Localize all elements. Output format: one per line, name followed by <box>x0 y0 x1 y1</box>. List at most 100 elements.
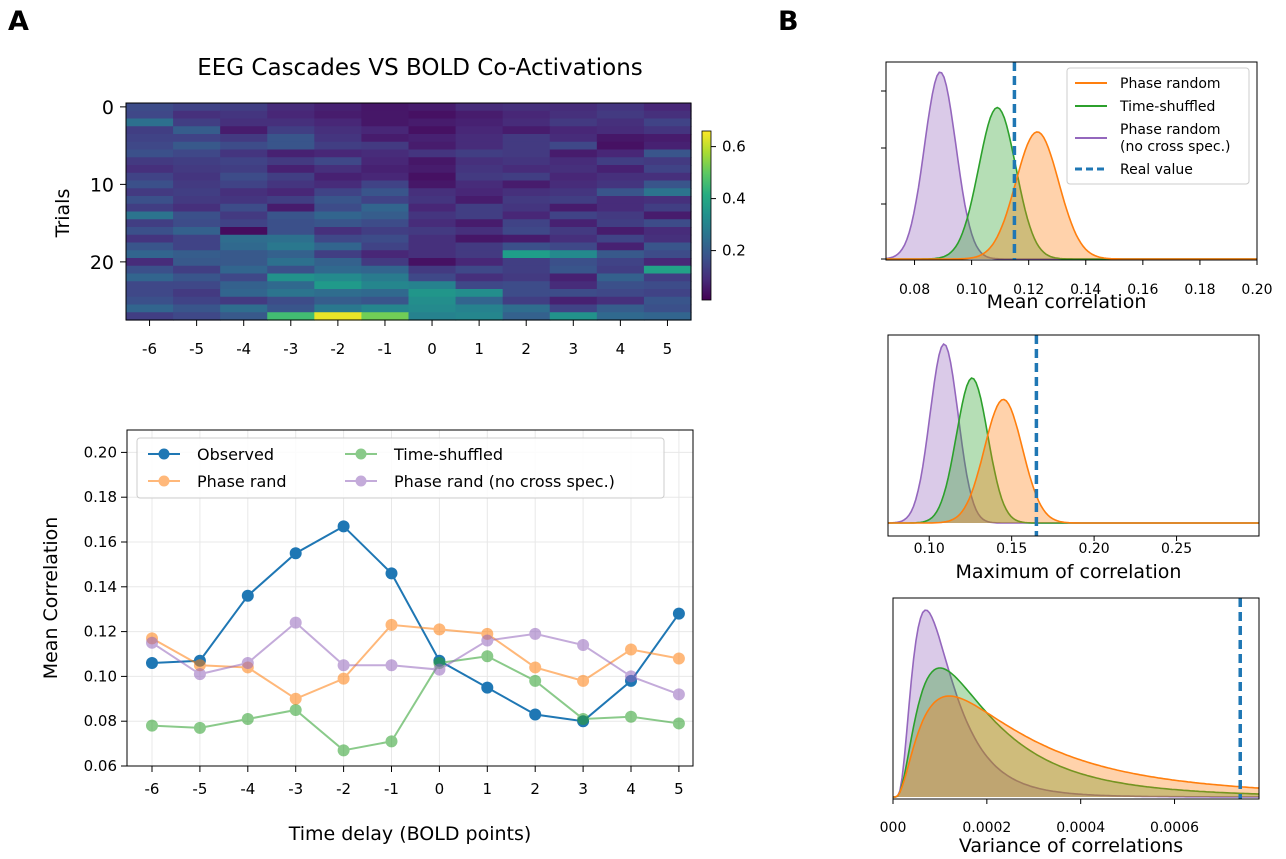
heatmap-cell <box>314 219 363 228</box>
heatmap-cell <box>126 103 174 112</box>
heatmap-cell <box>596 211 645 220</box>
heatmap-cell <box>314 196 363 205</box>
mean-correlation-distribution: 0.08 0.10 0.12 0.14 0.16 0.18 0.20 Mean correla… <box>881 61 1273 313</box>
heatmap-cell <box>126 110 174 120</box>
heatmap-cell <box>596 203 645 213</box>
series-point <box>672 652 685 665</box>
heatmap-cell <box>643 196 692 205</box>
heatmap-cell <box>220 103 268 112</box>
dist-xtick-label: 0.08 <box>899 282 930 298</box>
heatmap-cell <box>643 110 692 120</box>
heatmap-cell <box>314 165 363 174</box>
heatmap-cell <box>126 312 174 321</box>
heatmap-cell <box>596 304 645 313</box>
heatmap-cell <box>267 234 315 244</box>
heatmap-cell <box>596 273 645 282</box>
heatmap-cell <box>549 312 598 321</box>
heatmap-cell <box>596 157 645 166</box>
heatmap-cell <box>549 304 598 313</box>
series-point <box>337 672 350 685</box>
series-point <box>337 520 350 533</box>
line-chart-ytick-label: 0.20 <box>84 443 117 461</box>
heatmap-cell <box>314 103 363 112</box>
heatmap-cell <box>596 172 645 182</box>
heatmap-cell <box>173 281 221 290</box>
heatmap-cell <box>549 258 598 267</box>
heatmap-cell <box>502 188 551 197</box>
heatmap-cell <box>173 157 221 166</box>
heatmap-xtick-label: -5 <box>189 340 204 358</box>
heatmap-cell <box>267 103 315 112</box>
heatmap-cell <box>502 219 551 228</box>
heatmap-cell <box>549 180 598 189</box>
line-chart-xtick-label: 1 <box>483 780 493 798</box>
heatmap-cell <box>361 258 410 267</box>
heatmap-cell <box>455 258 504 267</box>
heatmap-cell <box>596 312 645 321</box>
heatmap-cell <box>455 304 504 313</box>
series-point <box>337 659 350 672</box>
line-chart-xtick-label: -3 <box>288 780 303 798</box>
heatmap-cell <box>267 281 315 290</box>
heatmap-cell <box>549 219 598 228</box>
density-fill-phase-rand <box>888 399 1259 523</box>
heatmap-cell <box>502 180 551 189</box>
legend-phase-rand-no-cross-swatch <box>345 475 377 487</box>
heatmap-cell <box>549 281 598 290</box>
series-point <box>529 674 542 687</box>
heatmap-cell <box>455 149 504 158</box>
heatmap-cell <box>220 312 268 321</box>
heatmap-cell <box>408 289 457 298</box>
heatmap-cell <box>596 141 645 151</box>
heatmap-cell <box>455 203 504 213</box>
heatmap-cell <box>502 242 551 251</box>
dist-legend-box <box>1066 67 1250 185</box>
heatmap-cell <box>643 211 692 220</box>
heatmap-cell <box>408 312 457 321</box>
heatmap-cell <box>596 242 645 251</box>
heatmap-cell <box>173 188 221 197</box>
heatmap-cell <box>549 289 598 298</box>
heatmap-cell <box>314 134 363 143</box>
dist-xlabel: Variance of correlations <box>959 835 1183 857</box>
heatmap-cell <box>361 157 410 166</box>
heatmap-cell <box>502 141 551 151</box>
series-point <box>241 656 254 669</box>
line-chart-frame <box>126 429 694 767</box>
heatmap-cell <box>314 273 363 282</box>
heatmap-cell <box>502 134 551 143</box>
heatmap-cell <box>267 250 315 259</box>
dist-xtick-label: 0.14 <box>1070 282 1101 298</box>
heatmap-cell <box>455 172 504 182</box>
heatmap-cell <box>361 172 410 182</box>
heatmap-cell <box>502 296 551 306</box>
series-point <box>433 663 446 676</box>
heatmap-cell <box>267 203 315 213</box>
series-point <box>672 607 685 620</box>
line-chart-xtick-label: -5 <box>192 780 207 798</box>
series-point <box>337 744 350 757</box>
heatmap-cell <box>549 188 598 197</box>
heatmap-cell <box>314 258 363 267</box>
heatmap-cell <box>455 219 504 228</box>
legend-observed-label: Observed <box>197 445 274 464</box>
heatmap-xtick-label: -2 <box>330 340 345 358</box>
heatmap-cell <box>596 250 645 259</box>
heatmap-cell <box>267 312 315 321</box>
heatmap-cell <box>220 281 268 290</box>
dist-xtick-label: 0.0002 <box>962 820 1011 836</box>
heatmap-cell <box>408 203 457 213</box>
density-fill-phase-rand <box>886 131 1257 259</box>
dist-xtick-label: 0.15 <box>996 541 1027 557</box>
panel-label-b: B <box>778 6 799 37</box>
heatmap-cell <box>408 172 457 182</box>
heatmap-cell <box>267 180 315 189</box>
heatmap-cell <box>220 219 268 228</box>
heatmap-cell <box>408 134 457 143</box>
heatmap-xtick-label: -1 <box>377 340 392 358</box>
heatmap-cell <box>502 250 551 259</box>
series-point <box>193 721 206 734</box>
heatmap-cell <box>173 172 221 182</box>
heatmap-cell <box>408 304 457 313</box>
heatmap-axes: -6 -5 -4 -3 -2 -1 0 1 2 3 4 5 0 10 20 <box>90 97 672 358</box>
